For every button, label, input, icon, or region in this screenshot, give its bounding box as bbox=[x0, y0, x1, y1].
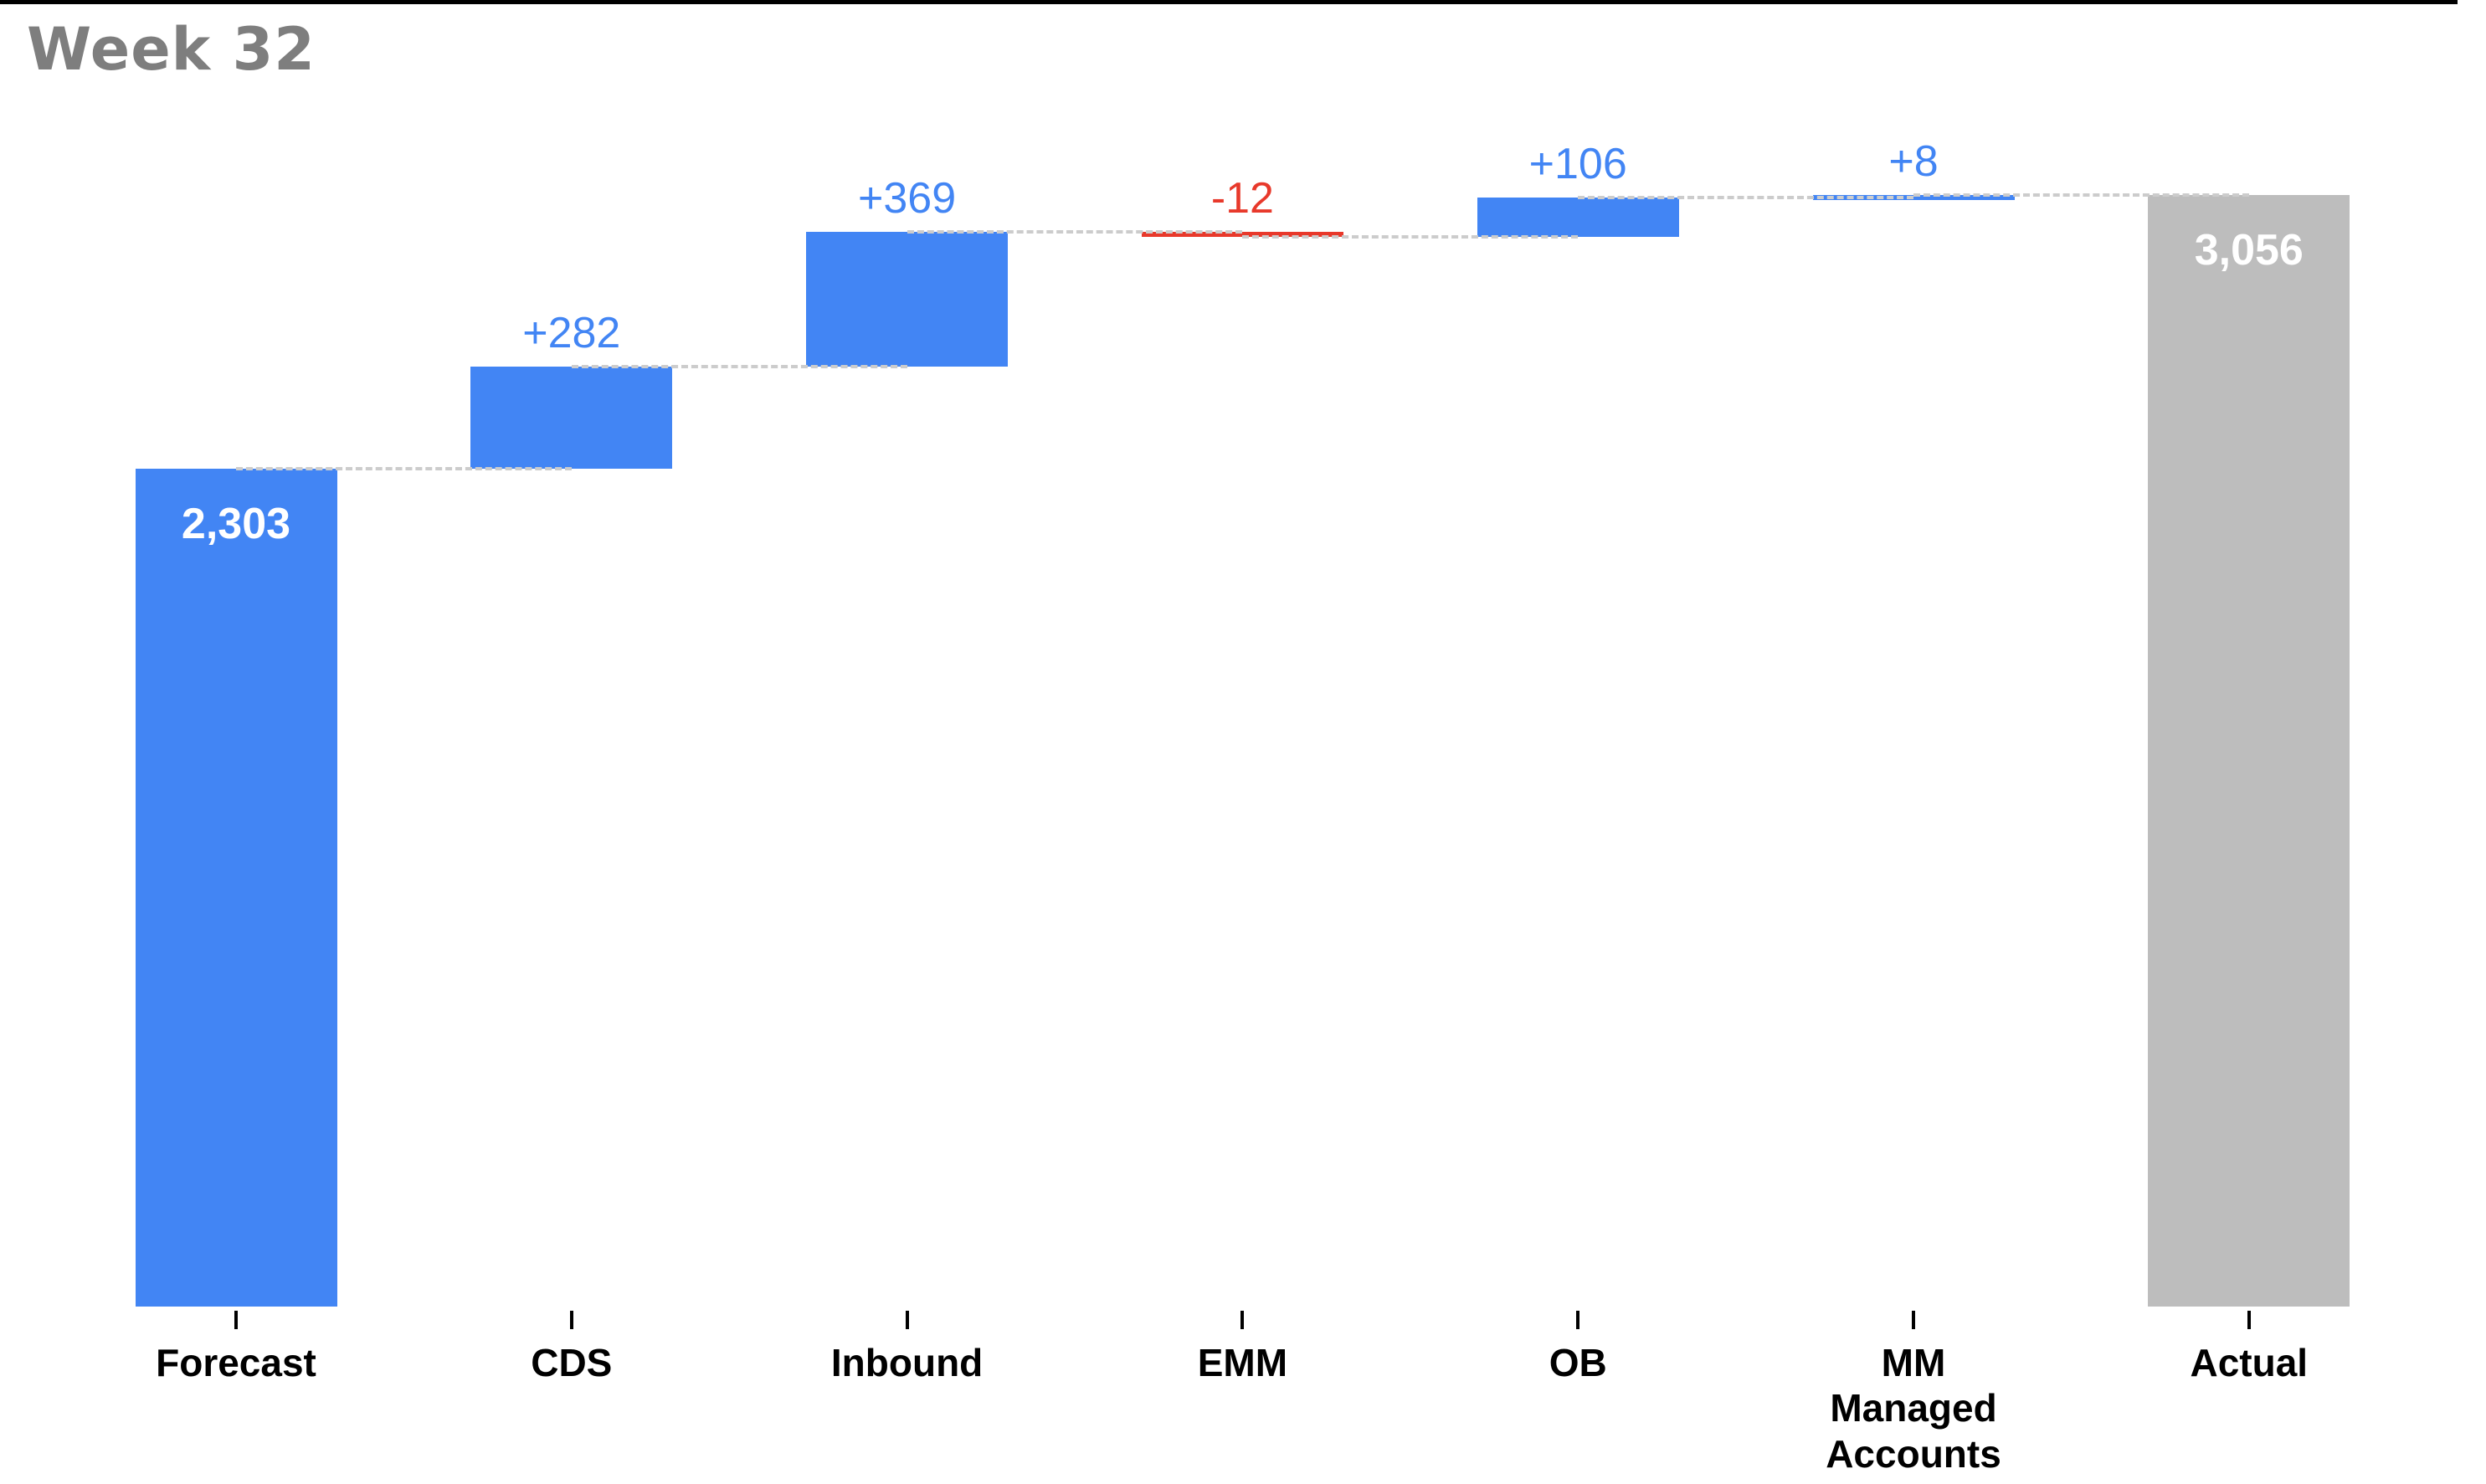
x-tick-cds bbox=[569, 1311, 573, 1329]
x-axis-label-ob: OB bbox=[1549, 1341, 1607, 1384]
bar-actual bbox=[2148, 195, 2350, 1307]
x-axis-label-mm-managed-accounts: MM Managed Accounts bbox=[1826, 1341, 2001, 1476]
x-axis-line bbox=[0, 0, 2458, 4]
x-tick-emm bbox=[1240, 1311, 1245, 1329]
x-tick-actual bbox=[2247, 1311, 2251, 1329]
x-tick-forecast bbox=[234, 1311, 238, 1329]
x-axis-label-emm: EMM bbox=[1197, 1341, 1288, 1384]
bar-ob bbox=[1477, 198, 1679, 237]
connector-forecast-to-cds bbox=[236, 467, 572, 471]
bar-cds bbox=[470, 366, 673, 470]
x-tick-inbound bbox=[905, 1311, 909, 1329]
bar-inbound bbox=[806, 232, 1009, 367]
x-axis-label-cds: CDS bbox=[531, 1341, 613, 1384]
bar-value-label-cds: +282 bbox=[522, 308, 621, 357]
bar-value-label-forecast: 2,303 bbox=[181, 500, 291, 549]
connector-ob-to-mm-managed-accounts bbox=[1578, 196, 1913, 200]
x-tick-ob bbox=[1576, 1311, 1580, 1329]
bar-value-label-inbound: +369 bbox=[858, 174, 957, 223]
x-axis-label-forecast: Forecast bbox=[156, 1341, 316, 1384]
bar-value-label-mm-managed-accounts: +8 bbox=[1888, 137, 1939, 186]
bar-value-label-ob: +106 bbox=[1528, 140, 1627, 189]
bar-mm-managed-accounts bbox=[1812, 195, 2015, 200]
bar-emm bbox=[1141, 232, 1343, 238]
bar-value-label-actual: 3,056 bbox=[2194, 226, 2304, 275]
bar-value-label-emm: -12 bbox=[1210, 174, 1274, 223]
bar-forecast bbox=[135, 469, 337, 1307]
connector-emm-to-ob bbox=[1242, 234, 1579, 239]
connector-cds-to-inbound bbox=[571, 364, 907, 368]
x-axis-label-actual: Actual bbox=[2190, 1341, 2309, 1384]
connector-mm-managed-accounts-to-actual bbox=[1913, 193, 2249, 197]
chart-title: Week 32 bbox=[27, 15, 316, 84]
x-tick-mm-managed-accounts bbox=[1912, 1311, 1915, 1329]
x-axis-label-inbound: Inbound bbox=[830, 1341, 984, 1384]
connector-inbound-to-emm bbox=[907, 230, 1243, 234]
